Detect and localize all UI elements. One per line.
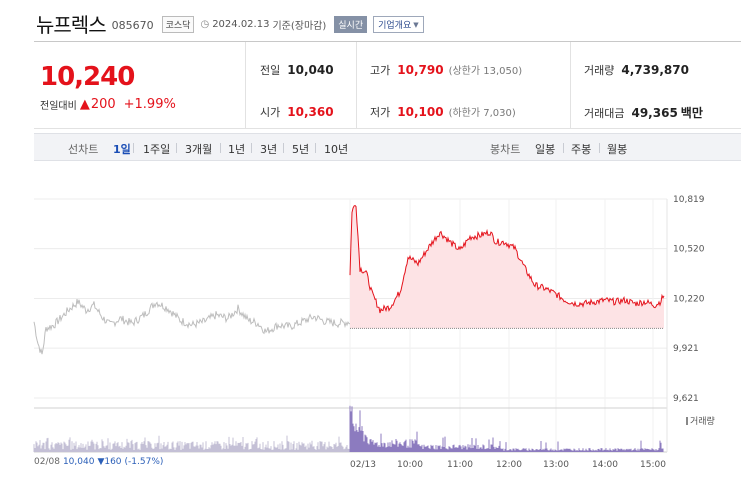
period-10y[interactable]: 10년 xyxy=(324,143,349,156)
footer-price: 10,040 xyxy=(62,457,95,467)
realtime-button[interactable]: 실시간 xyxy=(334,16,368,33)
divider xyxy=(176,143,177,153)
open-value: 10,360 xyxy=(287,105,334,119)
today-area-fill xyxy=(350,205,664,329)
divider xyxy=(251,143,252,153)
current-price: 10,240 xyxy=(40,62,135,92)
amount-label: 거래대금 xyxy=(584,107,625,120)
divider xyxy=(599,143,600,153)
company-overview-button[interactable]: 기업개요 ▼ xyxy=(373,16,424,33)
y-tick-label: 9,921 xyxy=(673,344,699,354)
x-tick-label: 02/13 xyxy=(350,460,376,470)
x-tick-label: 13:00 xyxy=(543,460,569,470)
period-5y[interactable]: 5년 xyxy=(292,143,310,156)
price-change: 전일대비 ▲ 200 +1.99% xyxy=(40,97,176,112)
upper-limit: (상한가 13,050) xyxy=(448,66,523,77)
low-price: 저가 10,100 (하한가 7,030) xyxy=(370,104,516,120)
today-series xyxy=(349,204,665,329)
divider xyxy=(220,143,221,153)
low-label: 저가 xyxy=(370,106,391,119)
volume-label: 거래량 xyxy=(584,64,615,77)
stock-code: 085670 xyxy=(111,18,154,32)
divider xyxy=(245,42,246,129)
period-1w[interactable]: 1주일 xyxy=(143,143,171,156)
today-price-line xyxy=(349,204,665,314)
candle-weekly[interactable]: 주봉 xyxy=(571,143,592,156)
amount-unit: 백만 xyxy=(680,106,703,120)
prev-close-label: 전일 xyxy=(260,64,281,77)
candle-chart-label: 봉차트 xyxy=(490,143,521,156)
stock-header: 뉴프렉스 085670 코스닥 ◷ 2024.02.13 기준(장마감) 실시간… xyxy=(36,8,424,38)
caret-down-icon: ▼ xyxy=(413,20,419,29)
high-value: 10,790 xyxy=(397,63,444,77)
y-tick-label: 9,621 xyxy=(673,394,699,404)
volume-legend: 거래량 xyxy=(686,414,715,427)
previous-days-line xyxy=(33,299,351,355)
x-tick-label: 10:00 xyxy=(397,460,423,470)
lower-limit: (하한가 7,030) xyxy=(448,108,516,119)
divider xyxy=(356,42,357,129)
price-summary: 10,240 전일대비 ▲ 200 +1.99% 전일 10,040 시가 10… xyxy=(34,41,741,129)
open-label: 시가 xyxy=(260,106,281,119)
volume-legend-icon xyxy=(686,416,688,425)
period-1d[interactable]: 1일 xyxy=(113,143,131,156)
candle-monthly[interactable]: 월봉 xyxy=(607,143,628,156)
footer-change: ▼160 xyxy=(97,457,122,467)
high-price: 고가 10,790 (상한가 13,050) xyxy=(370,62,522,78)
y-tick-label: 10,520 xyxy=(673,245,705,255)
volume-value: 4,739,870 xyxy=(621,63,689,77)
low-value: 10,100 xyxy=(397,105,444,119)
company-overview-label: 기업개요 xyxy=(378,21,412,31)
amount-value: 49,365 xyxy=(631,106,678,120)
y-tick-label: 10,819 xyxy=(673,195,705,205)
period-3y[interactable]: 3년 xyxy=(260,143,278,156)
prev-close-value: 10,040 xyxy=(287,63,334,77)
up-triangle-icon: ▲ xyxy=(79,97,90,112)
volume-bars xyxy=(33,405,664,452)
diff-value: 200 xyxy=(90,97,116,112)
chart-footer: 02/08 10,040 ▼160 (-1.57%) xyxy=(34,457,163,467)
divider xyxy=(133,143,134,153)
clock-icon: ◷ xyxy=(200,19,210,30)
divider xyxy=(283,143,284,153)
volume-legend-label: 거래량 xyxy=(690,417,715,427)
market-badge: 코스닥 xyxy=(161,16,195,33)
candle-daily[interactable]: 일봉 xyxy=(535,143,556,156)
divider xyxy=(570,42,571,129)
chart-toolbar: 선차트 1일 1주일 3개월 1년 3년 5년 10년 봉차트 일봉 주봉 월봉 xyxy=(34,133,741,161)
previous-days-series xyxy=(33,299,351,355)
divider xyxy=(563,143,564,153)
period-3m[interactable]: 3개월 xyxy=(185,143,213,156)
footer-change-pct: (-1.57%) xyxy=(124,457,164,467)
line-chart-label: 선차트 xyxy=(68,143,99,156)
footer-date: 02/08 xyxy=(34,457,60,467)
high-label: 고가 xyxy=(370,64,391,77)
trade-amount: 거래대금 49,365 백만 xyxy=(584,104,703,121)
open-price: 시가 10,360 xyxy=(260,104,334,120)
period-1y[interactable]: 1년 xyxy=(228,143,246,156)
diff-label: 전일대비 xyxy=(40,101,77,112)
x-tick-label: 11:00 xyxy=(447,460,473,470)
basis-date: 2024.02.13 xyxy=(212,19,270,30)
diff-percent: +1.99% xyxy=(123,97,176,112)
trade-volume: 거래량 4,739,870 xyxy=(584,62,689,78)
basis-text: 기준(장마감) xyxy=(272,21,327,32)
x-tick-label: 14:00 xyxy=(592,460,618,470)
x-tick-label: 15:00 xyxy=(640,460,666,470)
x-tick-label: 12:00 xyxy=(496,460,522,470)
axis-labels: 10,819 10,520 10,220 9,921 9,621 02/13 10:00 11… xyxy=(350,195,705,470)
stock-name: 뉴프렉스 xyxy=(36,12,107,37)
y-tick-label: 10,220 xyxy=(673,295,705,305)
divider xyxy=(315,143,316,153)
prev-close: 전일 10,040 xyxy=(260,62,334,78)
